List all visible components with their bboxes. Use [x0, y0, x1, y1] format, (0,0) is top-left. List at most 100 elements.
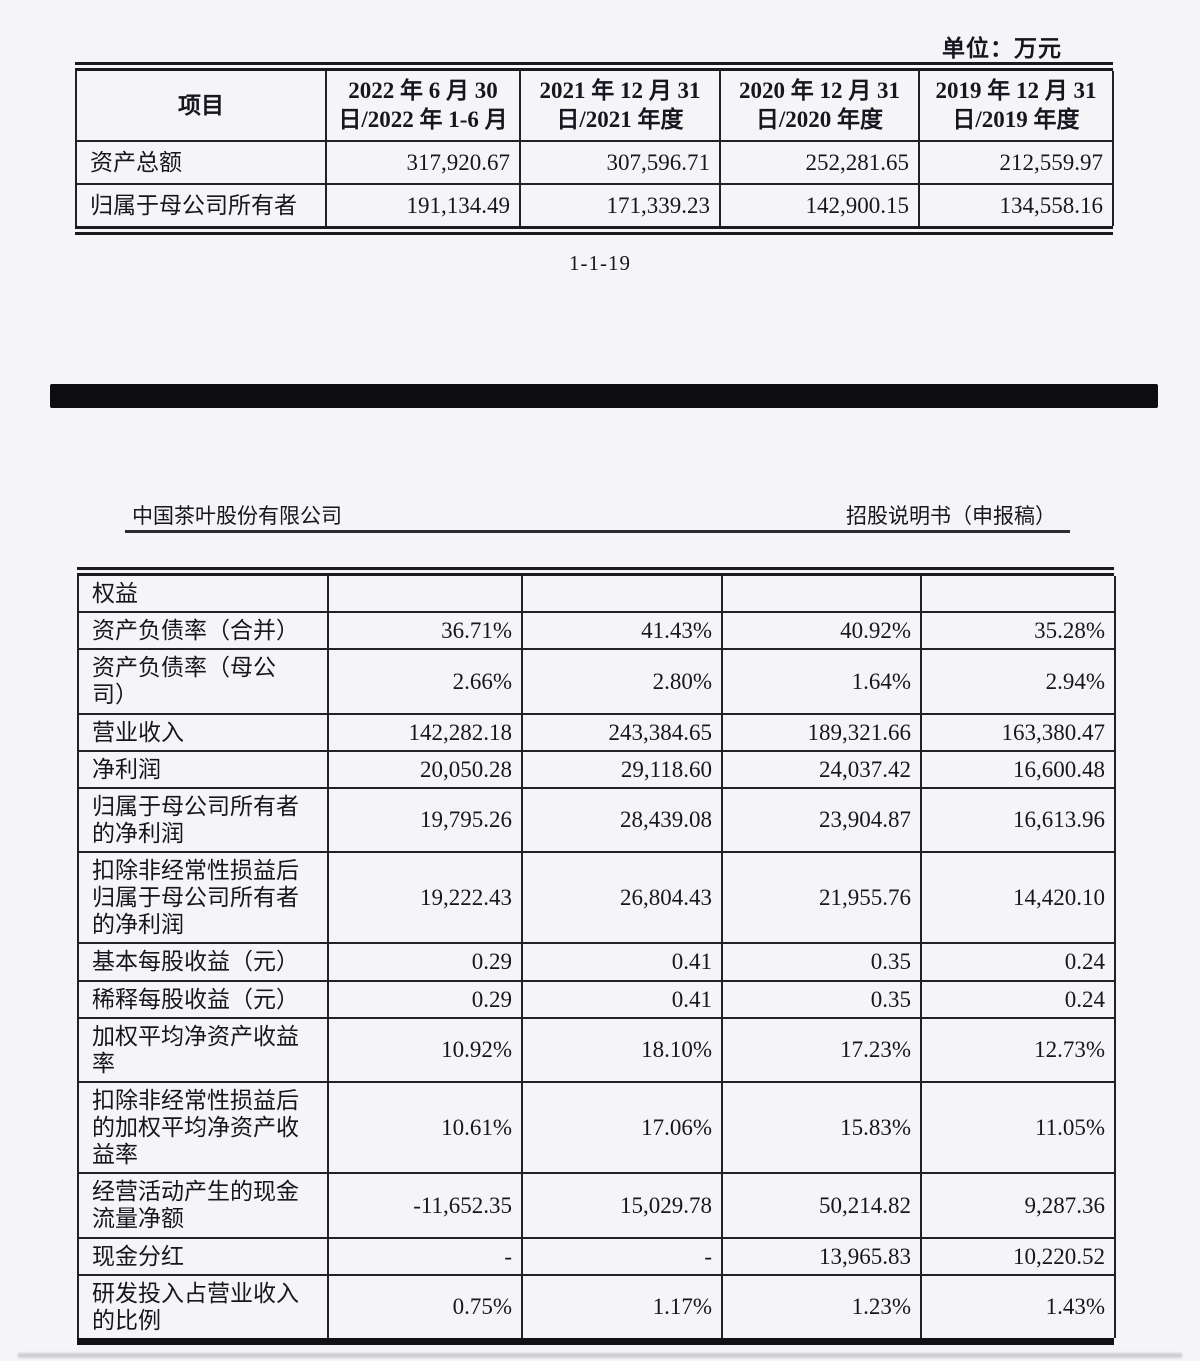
value-cell: 17.06% [521, 1081, 722, 1175]
value-cell: 35.28% [920, 612, 1116, 651]
row-label: 营业收入 [77, 713, 328, 752]
row-label: 扣除非经常性损益后 归属于母公司所有者 的净利润 [77, 852, 328, 945]
value-cell: 0.29 [327, 980, 522, 1019]
value-cell: 1.43% [920, 1274, 1116, 1338]
value-cell: 0.29 [327, 943, 522, 982]
column-header-2021: 2021 年 12 月 31 日/2021 年度 [519, 71, 720, 142]
value-cell: 40.92% [721, 612, 921, 651]
doc-header-doctype: 招股说明书（申报稿） [846, 504, 1056, 528]
row-label: 归属于母公司所有者 的净利润 [77, 787, 328, 854]
header-rule [125, 530, 1070, 533]
table-row: 加权平均净资产收益 率 10.92% 18.10% 17.23% 12.73% [77, 1017, 1116, 1083]
table-header-row: 项目 2022 年 6 月 30 日/2022 年 1-6 月 2021 年 1… [75, 71, 1114, 142]
row-label: 资产负债率（合并） [77, 612, 328, 651]
value-cell: 11.05% [920, 1081, 1116, 1175]
table-row: 权益 [77, 576, 1116, 614]
row-label: 基本每股收益（元） [77, 943, 328, 982]
value-cell: 134,558.16 [918, 184, 1114, 227]
row-label: 扣除非经常性损益后 的加权平均净资产收 益率 [77, 1081, 328, 1175]
table-row: 稀释每股收益（元） 0.29 0.41 0.35 0.24 [77, 980, 1116, 1019]
value-cell: 19,222.43 [327, 852, 522, 945]
row-label: 净利润 [77, 750, 328, 789]
doc-header-company: 中国茶叶股份有限公司 [132, 504, 342, 528]
value-cell: 18.10% [521, 1017, 722, 1083]
financial-indicators-table: 权益 资产负债率（合并） 36.71% 41.43% 40.92% 35.28%… [77, 567, 1116, 1345]
value-cell: 2.80% [521, 649, 722, 715]
value-cell: 15.83% [721, 1081, 921, 1175]
page-number: 1-1-19 [569, 251, 631, 275]
table-row: 经营活动产生的现金 流量净额 -11,652.35 15,029.78 50,2… [77, 1173, 1116, 1239]
table-row: 现金分红 - - 13,965.83 10,220.52 [77, 1237, 1116, 1276]
value-cell: 0.35 [721, 980, 921, 1019]
value-cell [521, 576, 722, 614]
value-cell: 0.41 [521, 943, 722, 982]
value-cell: 50,214.82 [721, 1173, 921, 1239]
value-cell: 0.24 [920, 980, 1116, 1019]
table-row: 扣除非经常性损益后 的加权平均净资产收 益率 10.61% 17.06% 15.… [77, 1081, 1116, 1175]
table-row: 净利润 20,050.28 29,118.60 24,037.42 16,600… [77, 750, 1116, 789]
value-cell: 142,900.15 [719, 184, 919, 227]
value-cell: 15,029.78 [521, 1173, 722, 1239]
table-row: 归属于母公司所有者 的净利润 19,795.26 28,439.08 23,90… [77, 787, 1116, 854]
value-cell: 1.23% [721, 1274, 921, 1338]
value-cell [721, 576, 921, 614]
value-cell: 2.66% [327, 649, 522, 715]
row-label: 加权平均净资产收益 率 [77, 1017, 328, 1083]
value-cell: 10,220.52 [920, 1237, 1116, 1276]
value-cell: 10.61% [327, 1081, 522, 1175]
value-cell: 28,439.08 [521, 787, 722, 854]
value-cell: - [327, 1237, 522, 1276]
value-cell: 252,281.65 [719, 140, 919, 186]
column-header-2019: 2019 年 12 月 31 日/2019 年度 [918, 71, 1114, 142]
value-cell: 14,420.10 [920, 852, 1116, 945]
unit-label: 单位：万元 [942, 36, 1062, 61]
row-label: 现金分红 [77, 1237, 328, 1276]
value-cell: 243,384.65 [521, 713, 722, 752]
value-cell: 171,339.23 [519, 184, 720, 227]
table-row: 研发投入占营业收入 的比例 0.75% 1.17% 1.23% 1.43% [77, 1274, 1116, 1338]
column-header-2022: 2022 年 6 月 30 日/2022 年 1-6 月 [325, 71, 520, 142]
value-cell: 41.43% [521, 612, 722, 651]
value-cell: 317,920.67 [325, 140, 520, 186]
table-row: 归属于母公司所有者 191,134.49 171,339.23 142,900.… [75, 184, 1114, 227]
row-label: 资产总额 [75, 140, 326, 186]
value-cell: 24,037.42 [721, 750, 921, 789]
value-cell: 23,904.87 [721, 787, 921, 854]
value-cell: 0.35 [721, 943, 921, 982]
value-cell: 17.23% [721, 1017, 921, 1083]
value-cell: 307,596.71 [519, 140, 720, 186]
value-cell: - [521, 1237, 722, 1276]
value-cell: 191,134.49 [325, 184, 520, 227]
page-divider-bar [50, 384, 1158, 408]
table-row: 资产总额 317,920.67 307,596.71 252,281.65 21… [75, 140, 1114, 186]
document-header: 中国茶叶股份有限公司 招股说明书（申报稿） [132, 500, 1056, 530]
table-row: 资产负债率（合并） 36.71% 41.43% 40.92% 35.28% [77, 612, 1116, 651]
value-cell: 20,050.28 [327, 750, 522, 789]
value-cell: 9,287.36 [920, 1173, 1116, 1239]
value-cell: 1.64% [721, 649, 921, 715]
value-cell: 13,965.83 [721, 1237, 921, 1276]
table-row: 营业收入 142,282.18 243,384.65 189,321.66 16… [77, 713, 1116, 752]
table-row: 扣除非经常性损益后 归属于母公司所有者 的净利润 19,222.43 26,80… [77, 852, 1116, 945]
next-page-edge [18, 1353, 1182, 1358]
table-row: 基本每股收益（元） 0.29 0.41 0.35 0.24 [77, 943, 1116, 982]
value-cell: 0.41 [521, 980, 722, 1019]
row-label: 经营活动产生的现金 流量净额 [77, 1173, 328, 1239]
value-cell: 2.94% [920, 649, 1116, 715]
value-cell: 19,795.26 [327, 787, 522, 854]
value-cell: -11,652.35 [327, 1173, 522, 1239]
value-cell: 1.17% [521, 1274, 722, 1338]
value-cell [920, 576, 1116, 614]
value-cell: 163,380.47 [920, 713, 1116, 752]
value-cell [327, 576, 522, 614]
value-cell: 29,118.60 [521, 750, 722, 789]
row-label: 稀释每股收益（元） [77, 980, 328, 1019]
value-cell: 26,804.43 [521, 852, 722, 945]
row-label: 资产负债率（母公司） [77, 649, 328, 715]
row-label: 归属于母公司所有者 [75, 184, 326, 227]
column-header-2020: 2020 年 12 月 31 日/2020 年度 [719, 71, 919, 142]
value-cell: 10.92% [327, 1017, 522, 1083]
value-cell: 16,613.96 [920, 787, 1116, 854]
value-cell: 0.24 [920, 943, 1116, 982]
column-header-item: 项目 [75, 71, 326, 142]
